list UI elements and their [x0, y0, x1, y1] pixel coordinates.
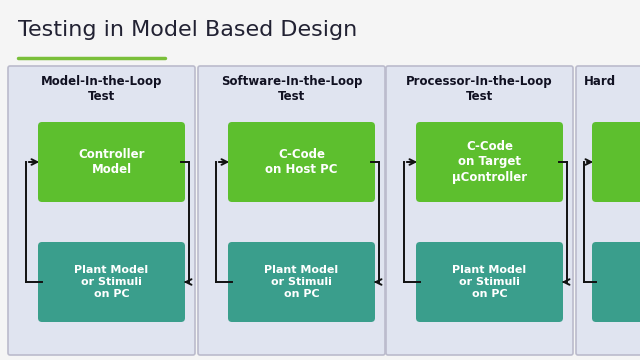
FancyBboxPatch shape [38, 122, 185, 202]
Text: Plant Model
or Stimuli
on PC: Plant Model or Stimuli on PC [264, 265, 339, 298]
FancyBboxPatch shape [228, 242, 375, 322]
FancyBboxPatch shape [386, 66, 573, 355]
FancyBboxPatch shape [592, 242, 640, 322]
FancyBboxPatch shape [228, 122, 375, 202]
FancyBboxPatch shape [416, 122, 563, 202]
Text: Testing in Model Based Design: Testing in Model Based Design [18, 20, 357, 40]
FancyBboxPatch shape [592, 122, 640, 202]
FancyBboxPatch shape [38, 242, 185, 322]
Text: C-Code
on Host PC: C-Code on Host PC [265, 148, 338, 176]
Text: Plant Model
or Stimuli
on PC: Plant Model or Stimuli on PC [452, 265, 527, 298]
FancyBboxPatch shape [416, 242, 563, 322]
FancyBboxPatch shape [8, 66, 195, 355]
Text: Model-In-the-Loop
Test: Model-In-the-Loop Test [41, 75, 162, 103]
FancyBboxPatch shape [576, 66, 640, 355]
Text: Controller
Model: Controller Model [78, 148, 145, 176]
FancyBboxPatch shape [198, 66, 385, 355]
Text: Processor-In-the-Loop
Test: Processor-In-the-Loop Test [406, 75, 553, 103]
Text: Plant Model
or Stimuli
on PC: Plant Model or Stimuli on PC [74, 265, 148, 298]
Text: Hard: Hard [584, 75, 616, 88]
Text: C-Code
on Target
μController: C-Code on Target μController [452, 140, 527, 184]
Text: Software-In-the-Loop
Test: Software-In-the-Loop Test [221, 75, 362, 103]
